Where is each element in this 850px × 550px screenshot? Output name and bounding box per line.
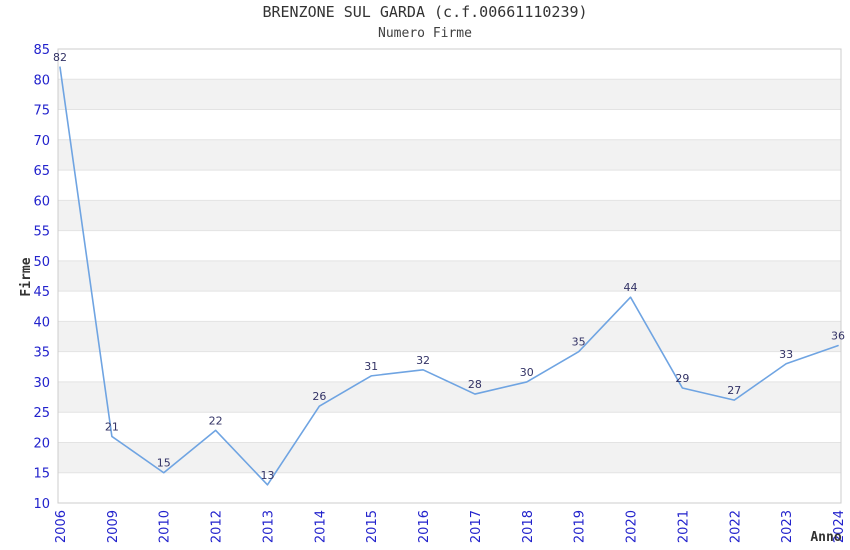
plot-border [57,48,842,504]
y-tick-label: 35 [33,346,50,361]
plot-band [58,381,841,413]
x-tick-label: 2017 [469,510,484,543]
data-point-label: 27 [727,384,741,397]
x-tick-label: 2010 [158,510,173,543]
x-tick-label: 2014 [313,510,328,543]
data-line [59,66,839,486]
data-point-label: 82 [53,51,67,64]
x-tick-label: 2019 [573,510,588,543]
data-point-label: 15 [157,457,171,470]
data-point-label: 32 [416,354,430,367]
x-tick-label: 2015 [365,510,380,543]
y-tick-label: 75 [33,104,50,119]
y-tick-label: 85 [33,43,50,58]
x-tick-label: 2013 [261,510,276,543]
y-tick-label: 20 [33,436,50,451]
data-point-label: 22 [209,414,223,427]
plot-band [58,260,841,292]
data-point-label: 36 [831,330,845,343]
chart-subtitle: Numero Firme [378,26,472,41]
plot-band [58,200,841,231]
plot-band [58,321,841,352]
y-tick-label: 25 [33,406,50,421]
data-point-label: 29 [675,372,689,385]
plot-band [58,79,841,110]
data-point-label: 35 [572,336,586,349]
chart-title: BRENZONE SUL GARDA (c.f.00661110239) [262,3,588,21]
data-point-label: 33 [779,348,793,361]
y-tick-label: 30 [33,376,50,391]
data-point-label: 31 [364,360,378,373]
x-tick-label: 2024 [832,510,847,543]
y-tick-label: 80 [33,73,50,88]
plot-band [58,442,841,473]
x-tick-label: 2022 [728,510,743,543]
x-tick-label: 2021 [676,510,691,543]
y-tick-label: 45 [33,285,50,300]
data-point-label: 28 [468,378,482,391]
data-point-label: 44 [624,281,638,294]
x-tick-label: 2006 [54,510,69,543]
y-tick-label: 50 [33,255,50,270]
x-tick-label: 2023 [780,510,795,543]
y-tick-label: 10 [33,497,50,512]
x-axis-title: Anno [810,530,841,545]
data-point-label: 21 [105,420,119,433]
y-tick-label: 65 [33,164,50,179]
x-tick-label: 2016 [417,510,432,543]
data-point-label: 26 [312,390,326,403]
y-tick-label: 70 [33,134,50,149]
y-tick-label: 40 [33,315,50,330]
data-point-label: 30 [520,366,534,379]
y-axis-title: Firme [19,257,34,296]
data-point-label: 13 [260,469,274,482]
x-tick-label: 2018 [521,510,536,543]
x-tick-label: 2020 [625,510,640,543]
x-tick-label: 2009 [106,510,121,543]
y-tick-label: 60 [33,194,50,209]
x-tick-label: 2012 [210,510,225,543]
plot-band [58,139,841,171]
y-tick-label: 55 [33,225,50,240]
y-tick-label: 15 [33,467,50,482]
